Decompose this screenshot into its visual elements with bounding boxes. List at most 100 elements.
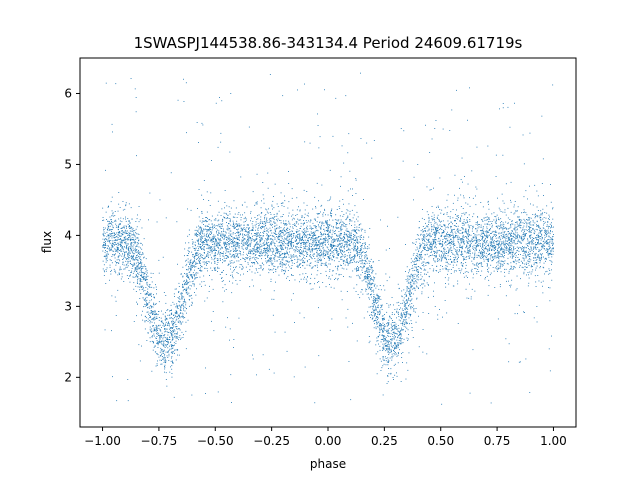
data-point: [442, 220, 444, 222]
data-point: [377, 313, 378, 315]
data-point: [207, 230, 209, 232]
data-point: [472, 349, 474, 351]
data-point: [145, 294, 147, 296]
data-point: [211, 237, 213, 239]
data-point: [151, 321, 153, 323]
data-point: [255, 235, 257, 237]
data-point: [469, 255, 471, 257]
data-point: [475, 195, 476, 197]
data-point: [542, 227, 544, 229]
data-point: [316, 182, 318, 184]
data-point: [183, 101, 185, 102]
data-point: [447, 279, 449, 281]
data-point: [272, 248, 274, 250]
data-point: [487, 219, 489, 220]
data-point: [317, 270, 319, 272]
data-point: [110, 260, 112, 261]
data-point: [327, 240, 329, 242]
data-point: [387, 344, 388, 346]
data-point: [356, 284, 358, 286]
data-point: [190, 268, 192, 270]
data-point: [341, 145, 343, 147]
data-point: [325, 222, 327, 224]
data-point: [470, 244, 471, 246]
data-point: [492, 259, 494, 261]
data-point: [321, 238, 323, 240]
data-point: [238, 223, 240, 225]
data-point: [136, 244, 138, 246]
data-point: [206, 217, 207, 218]
data-point: [406, 313, 408, 314]
data-point: [409, 285, 411, 287]
data-point: [528, 218, 530, 220]
data-point: [385, 344, 387, 346]
data-point: [379, 323, 381, 325]
data-point: [155, 314, 157, 315]
data-point: [290, 254, 292, 256]
data-point: [146, 283, 148, 285]
data-point: [481, 247, 482, 249]
data-point: [165, 351, 167, 353]
data-point: [105, 250, 106, 251]
data-point: [377, 319, 378, 320]
data-point: [188, 234, 190, 236]
data-point: [167, 323, 169, 325]
data-point: [416, 298, 418, 300]
data-point: [437, 314, 439, 316]
data-point: [475, 239, 477, 241]
data-point: [289, 226, 291, 228]
data-point: [465, 222, 467, 224]
data-point: [433, 243, 434, 244]
data-point: [391, 359, 393, 361]
data-point: [370, 288, 372, 290]
data-point: [468, 225, 470, 227]
data-point: [416, 268, 417, 270]
data-point: [242, 237, 243, 239]
data-point: [488, 247, 490, 249]
data-point: [303, 262, 305, 264]
data-point: [436, 260, 438, 262]
data-point: [165, 359, 166, 361]
data-point: [332, 226, 334, 227]
data-point: [447, 239, 449, 241]
data-point: [406, 287, 408, 289]
data-point: [368, 293, 369, 295]
data-point: [108, 237, 110, 239]
data-point: [210, 234, 211, 235]
data-point: [268, 235, 269, 236]
data-point: [424, 246, 426, 248]
data-point: [326, 227, 327, 228]
data-point: [206, 240, 208, 242]
data-point: [229, 246, 230, 248]
data-point: [325, 261, 327, 263]
data-point: [236, 223, 238, 225]
data-point: [394, 325, 396, 327]
data-point: [181, 305, 182, 307]
data-point: [548, 214, 550, 216]
data-point: [392, 326, 394, 327]
data-point: [177, 305, 179, 307]
data-point: [117, 226, 119, 228]
data-point: [504, 228, 506, 229]
data-point: [166, 324, 168, 326]
data-point: [490, 256, 492, 258]
data-point: [308, 264, 310, 266]
data-point: [227, 217, 229, 219]
data-point: [266, 243, 268, 245]
data-point: [524, 220, 526, 222]
data-point: [137, 278, 139, 280]
data-point: [360, 263, 362, 265]
data-point: [195, 263, 196, 265]
data-point: [319, 239, 321, 240]
data-point: [249, 227, 250, 229]
data-point: [303, 233, 305, 235]
data-point: [351, 240, 353, 242]
data-point: [232, 276, 233, 278]
data-point: [412, 267, 414, 269]
data-point: [372, 299, 374, 301]
data-point: [333, 287, 335, 289]
data-point: [500, 271, 502, 273]
data-point: [364, 275, 366, 277]
data-point: [500, 264, 502, 266]
data-point: [333, 246, 335, 247]
